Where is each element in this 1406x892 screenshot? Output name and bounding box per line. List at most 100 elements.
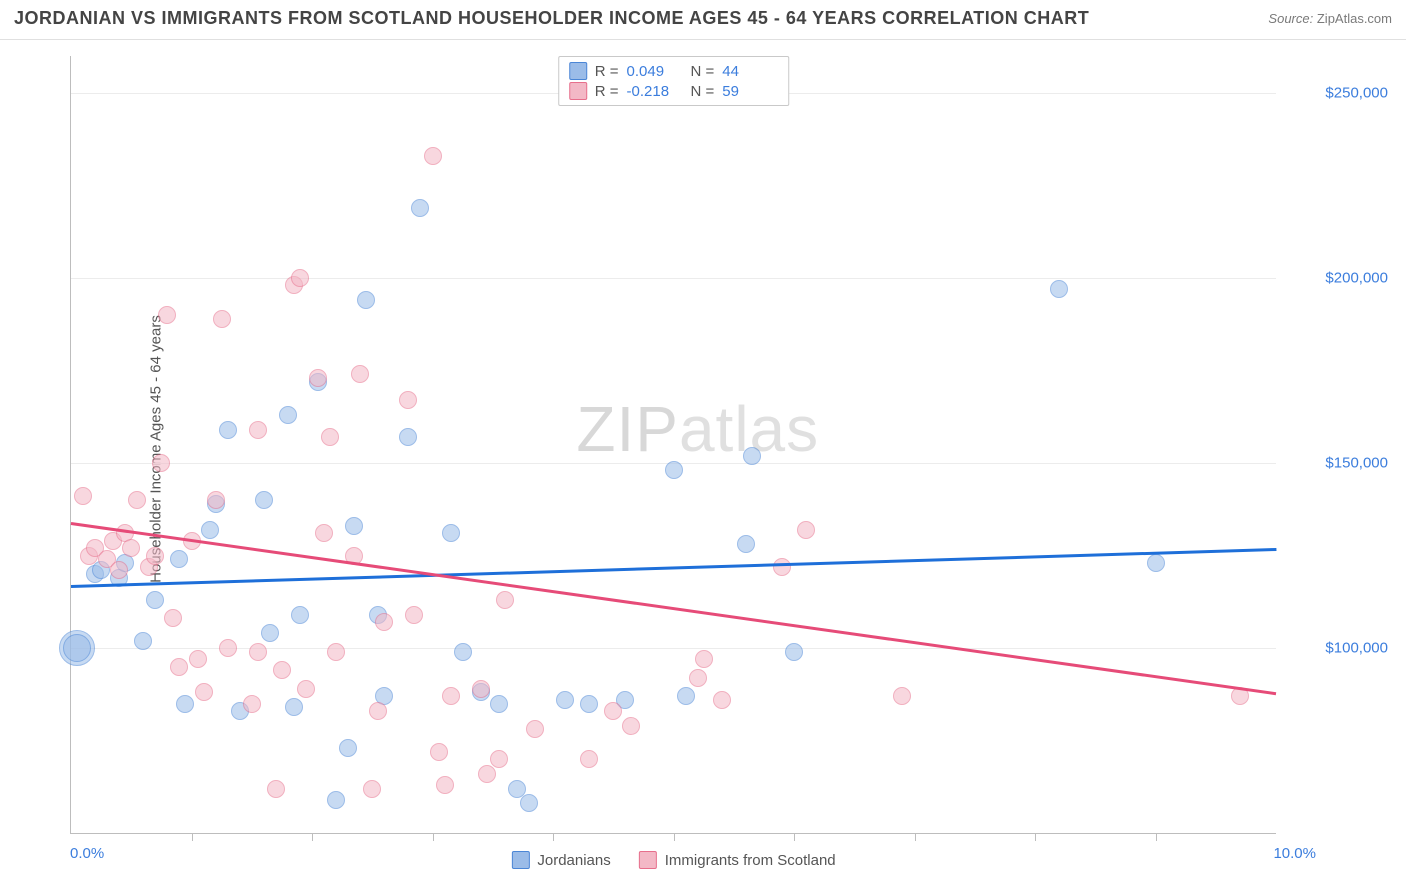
x-min-label: 0.0% <box>70 845 104 862</box>
data-point <box>496 591 514 609</box>
title-bar: JORDANIAN VS IMMIGRANTS FROM SCOTLAND HO… <box>0 0 1406 40</box>
swatch-series-0 <box>511 851 529 869</box>
data-point <box>158 306 176 324</box>
data-point <box>622 717 640 735</box>
x-tick <box>915 833 916 841</box>
data-point <box>490 750 508 768</box>
x-tick <box>433 833 434 841</box>
data-point <box>677 687 695 705</box>
data-point <box>176 695 194 713</box>
legend-item-0: Jordanians <box>511 851 610 869</box>
x-tick <box>312 833 313 841</box>
data-point <box>424 147 442 165</box>
series-name-0: Jordanians <box>537 852 610 869</box>
data-point <box>146 591 164 609</box>
n-label: N = <box>691 63 715 80</box>
r-label: R = <box>595 63 619 80</box>
data-point <box>63 634 91 662</box>
data-point <box>315 524 333 542</box>
x-tick <box>1156 833 1157 841</box>
data-point <box>357 291 375 309</box>
data-point <box>411 199 429 217</box>
data-point <box>604 702 622 720</box>
data-point <box>243 695 261 713</box>
data-point <box>291 606 309 624</box>
source: Source: ZipAtlas.com <box>1268 11 1392 26</box>
x-tick <box>1035 833 1036 841</box>
data-point <box>556 691 574 709</box>
data-point <box>345 517 363 535</box>
data-point <box>436 776 454 794</box>
data-point <box>430 743 448 761</box>
x-tick <box>553 833 554 841</box>
data-point <box>442 687 460 705</box>
data-point <box>490 695 508 713</box>
data-point <box>255 491 273 509</box>
n-value-1: 59 <box>722 83 778 100</box>
data-point <box>134 632 152 650</box>
data-point <box>1050 280 1068 298</box>
trend-line <box>71 522 1276 695</box>
n-label: N = <box>691 83 715 100</box>
data-point <box>580 750 598 768</box>
data-point <box>405 606 423 624</box>
data-point <box>219 639 237 657</box>
swatch-series-1 <box>639 851 657 869</box>
data-point <box>665 461 683 479</box>
data-point <box>195 683 213 701</box>
plot-wrap: Householder Income Ages 45 - 64 years ZI… <box>50 46 1396 852</box>
data-point <box>526 720 544 738</box>
data-point <box>219 421 237 439</box>
data-point <box>110 561 128 579</box>
data-point <box>893 687 911 705</box>
data-point <box>146 547 164 565</box>
legend-stats-row-1: R = -0.218 N = 59 <box>569 81 779 101</box>
data-point <box>442 524 460 542</box>
data-point <box>737 535 755 553</box>
x-tick <box>674 833 675 841</box>
legend-series: Jordanians Immigrants from Scotland <box>511 851 835 869</box>
y-tick-label: $200,000 <box>1288 270 1388 287</box>
x-max-label: 10.0% <box>1273 845 1316 862</box>
data-point <box>713 691 731 709</box>
data-point <box>375 613 393 631</box>
data-point <box>785 643 803 661</box>
data-point <box>249 421 267 439</box>
plot-area: ZIPatlas R = 0.049 N = 44 R = -0.218 N =… <box>70 56 1276 834</box>
data-point <box>689 669 707 687</box>
data-point <box>201 521 219 539</box>
data-point <box>170 658 188 676</box>
y-tick-label: $100,000 <box>1288 640 1388 657</box>
data-point <box>369 702 387 720</box>
data-point <box>339 739 357 757</box>
data-point <box>321 428 339 446</box>
data-point <box>279 406 297 424</box>
r-value-0: 0.049 <box>627 63 683 80</box>
data-point <box>363 780 381 798</box>
legend-stats-row-0: R = 0.049 N = 44 <box>569 61 779 81</box>
data-point <box>285 698 303 716</box>
data-point <box>472 680 490 698</box>
data-point <box>478 765 496 783</box>
trend-line <box>71 548 1276 587</box>
r-label: R = <box>595 83 619 100</box>
data-point <box>152 454 170 472</box>
swatch-series-1 <box>569 82 587 100</box>
data-point <box>309 369 327 387</box>
data-point <box>399 428 417 446</box>
data-point <box>273 661 291 679</box>
data-point <box>695 650 713 668</box>
data-point <box>743 447 761 465</box>
data-point <box>261 624 279 642</box>
data-point <box>122 539 140 557</box>
data-point <box>351 365 369 383</box>
data-point <box>1147 554 1165 572</box>
r-value-1: -0.218 <box>627 83 683 100</box>
legend-item-1: Immigrants from Scotland <box>639 851 836 869</box>
data-point <box>207 491 225 509</box>
n-value-0: 44 <box>722 63 778 80</box>
data-point <box>267 780 285 798</box>
data-point <box>291 269 309 287</box>
data-point <box>297 680 315 698</box>
data-point <box>399 391 417 409</box>
